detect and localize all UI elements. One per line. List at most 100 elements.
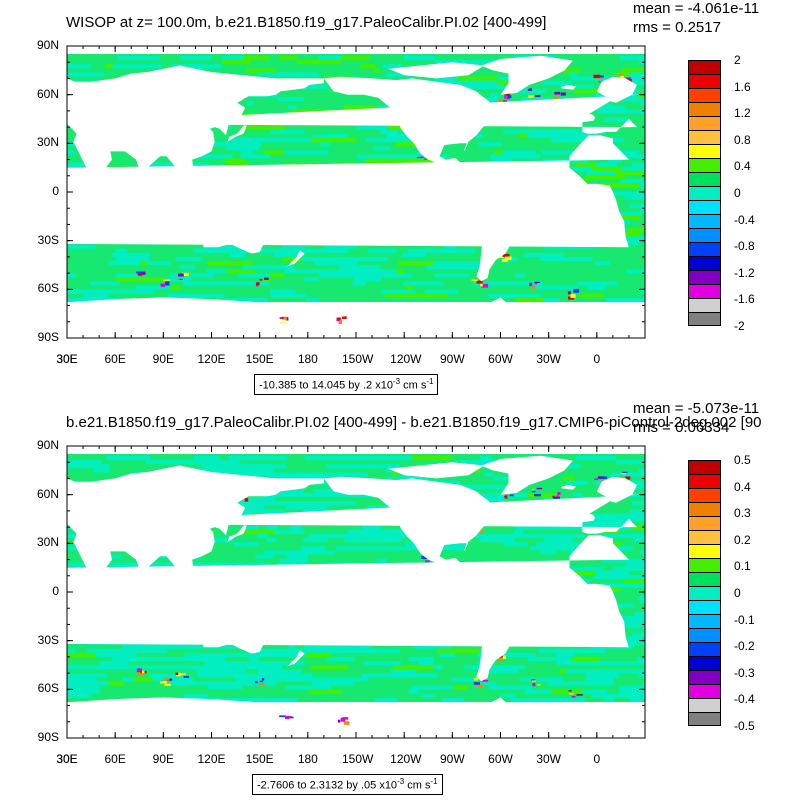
panel-title: WISOP at z= 100.0m, b.e21.B1850.f19_g17.… <box>66 14 547 31</box>
land-eurasia-left <box>67 465 324 589</box>
contour-exponent: -3 <box>392 377 401 386</box>
land-sumatra <box>171 183 189 202</box>
land-madagascar <box>89 611 100 633</box>
land-borneo-indonesia <box>193 180 210 197</box>
colorbar-tick-label: -0.3 <box>734 665 755 680</box>
colorbar-tick-label: 1.6 <box>734 79 751 94</box>
latitude-tick-label: 60S <box>37 281 59 296</box>
land-antarctica <box>67 297 581 338</box>
contour-info-text: -2.7606 to 2.3132 by .05 x10 <box>257 779 398 792</box>
land-new-guinea <box>229 193 260 207</box>
land-uk <box>587 497 596 511</box>
latitude-tick-label: 30S <box>37 232 59 247</box>
latitude-tick-label: 30S <box>37 632 59 647</box>
longitude-tick-label: 60W <box>488 352 513 366</box>
land-new-zealand <box>287 250 305 267</box>
colorbar-tick-label: 0 <box>734 186 741 200</box>
longitude-tick-label: 60W <box>488 752 513 766</box>
contour-units-exponent: -1 <box>430 777 438 786</box>
longitude-tick-label: 90W <box>439 752 465 766</box>
colorbar-segment <box>688 628 721 642</box>
colorbar-segment <box>688 460 721 474</box>
colorbar-segment <box>688 228 721 242</box>
longitude-tick-label: 30E <box>56 352 78 366</box>
colorbar-segment <box>688 130 721 144</box>
colorbar-segment <box>688 116 721 130</box>
land-africa <box>67 535 637 648</box>
land-north-america <box>323 476 501 578</box>
latitude-tick-label: 90S <box>37 330 59 344</box>
colorbar-tick-label: 0.2 <box>734 532 751 547</box>
colorbar-segment <box>688 88 721 102</box>
colorbar-tick-label: -1.2 <box>734 265 755 280</box>
latitude-tick-label: 0 <box>52 584 59 598</box>
longitude-tick-label: 30E <box>56 752 78 766</box>
longitude-tick-label: 0 <box>593 752 601 766</box>
longitude-tick-label: 150E <box>245 752 274 766</box>
colorbar-segment <box>688 586 721 600</box>
colorbar-segment <box>688 214 721 228</box>
mean-value: mean = -5.073e-11 <box>633 400 760 417</box>
colorbar-segment <box>688 172 721 186</box>
latitude-tick-label: 0 <box>52 184 59 198</box>
colorbar-segment <box>688 614 721 628</box>
longitude-tick-label: 180 <box>297 352 318 366</box>
colorbar-segment <box>688 242 721 256</box>
land-eurasia-left <box>67 65 324 189</box>
contour-units: cm s <box>400 379 427 392</box>
rms-value: rms = 0.2517 <box>633 19 721 36</box>
map-panel-bottom: b.e21.B1850.f19_g17.PaleoCalibr.PI.02 [4… <box>0 400 800 800</box>
colorbar-segment <box>688 200 721 214</box>
latitude-tick-label: 30N <box>36 535 59 550</box>
latitude-tick-label: 60N <box>36 86 59 101</box>
map-plot-top <box>66 45 646 339</box>
colorbar-tick-label: -0.1 <box>734 612 755 627</box>
colorbar-tick-label: -0.5 <box>734 719 755 733</box>
colorbar-tick-label: 0.4 <box>734 479 751 494</box>
land-arctic-islands <box>388 62 485 79</box>
colorbar-segment <box>688 670 721 684</box>
colorbar-segment <box>688 270 721 284</box>
colorbar-tick-label: -0.2 <box>734 639 755 654</box>
colorbar-segment <box>688 312 721 326</box>
colorbar-tick-label: 1.2 <box>734 106 751 121</box>
longitude-tick-label: 150W <box>342 752 374 766</box>
longitude-tick-label: 120E <box>197 752 226 766</box>
colorbar-tick-label: 0.8 <box>734 132 751 147</box>
colorbar-segment <box>688 572 721 586</box>
land-north-america <box>323 76 501 178</box>
colorbar-segment <box>688 712 721 726</box>
map-panel-top: WISOP at z= 100.0m, b.e21.B1850.f19_g17.… <box>36 0 759 395</box>
colorbar-tick-label: 0.3 <box>734 506 751 521</box>
contour-units-exponent: -1 <box>426 377 434 386</box>
colorbar-segment <box>688 186 721 200</box>
colorbar-segment <box>688 488 721 502</box>
longitude-tick-label: 60E <box>104 352 126 366</box>
longitude-tick-label: 30W <box>536 752 561 766</box>
colorbar-segment <box>688 544 721 558</box>
colorbar-tick-label: 2 <box>734 53 741 67</box>
colorbar-segment <box>688 698 721 712</box>
rms-value: rms = 0.06334 <box>633 419 730 436</box>
longitude-tick-label: 180 <box>297 752 318 766</box>
panel-title: b.e21.B1850.f19_g17.PaleoCalibr.PI.02 [4… <box>66 414 762 431</box>
land-australia <box>201 608 265 654</box>
colorbar-tick-label: 0.4 <box>734 159 751 174</box>
colorbar-segment <box>688 474 721 488</box>
land-australia <box>201 208 265 254</box>
longitude-tick-label: 150E <box>245 352 274 366</box>
colorbar-tick-label: -1.6 <box>734 292 755 307</box>
land-sumatra <box>171 583 189 602</box>
colorbar-segment <box>688 298 721 312</box>
contour-info-box: -10.385 to 14.045 by .2 x10-3 cm s-1 <box>254 374 439 395</box>
colorbar-segment <box>688 516 721 530</box>
longitude-tick-label: 30W <box>536 352 561 366</box>
land-europe-right <box>67 76 642 134</box>
land-madagascar <box>89 211 100 233</box>
colorbar-segment <box>688 642 721 656</box>
colorbar-segment <box>688 102 721 116</box>
land-japan <box>227 125 247 142</box>
latitude-tick-label: 30N <box>36 135 59 150</box>
colorbar-segment <box>688 284 721 298</box>
land-new-guinea <box>229 593 260 607</box>
